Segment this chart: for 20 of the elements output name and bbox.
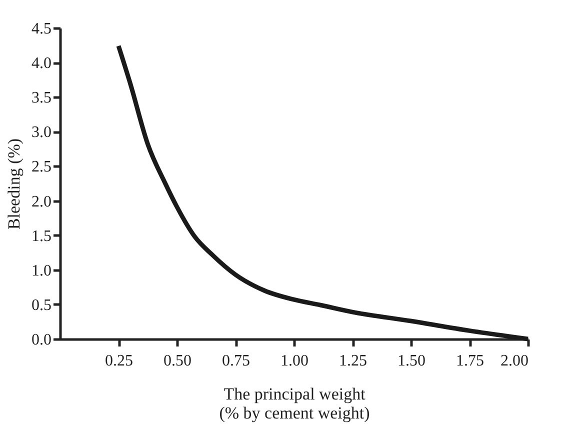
y-tick-label: 1.5 xyxy=(32,228,52,245)
x-tick-label: 0.50 xyxy=(164,352,192,370)
y-tick-label: 4.0 xyxy=(32,55,52,72)
y-tick-label: 2.5 xyxy=(32,158,52,176)
y-tick-label: 0.5 xyxy=(32,296,52,314)
y-tick-label: 3.5 xyxy=(32,90,52,107)
y-tick-label: 4.5 xyxy=(32,20,52,38)
x-tick-label: 1.25 xyxy=(339,352,367,370)
y-tick-label: 3.0 xyxy=(32,124,52,142)
x-tick-label: 1.00 xyxy=(280,352,308,370)
x-tick-label: 2.00 xyxy=(500,352,528,370)
x-tick-label: 0.75 xyxy=(222,352,250,370)
x-tick-label: 0.25 xyxy=(105,352,133,370)
x-axis-title: The principal weight (% by cement weight) xyxy=(219,384,370,422)
y-axis-title: Bleeding (%) xyxy=(4,138,24,230)
x-tick-label: 1.50 xyxy=(398,352,426,370)
y-tick-label: 2.0 xyxy=(32,193,52,210)
y-tick-label: 0.0 xyxy=(32,332,52,348)
y-tick-label: 1.0 xyxy=(32,262,52,280)
x-tick-label: 1.75 xyxy=(456,352,484,370)
